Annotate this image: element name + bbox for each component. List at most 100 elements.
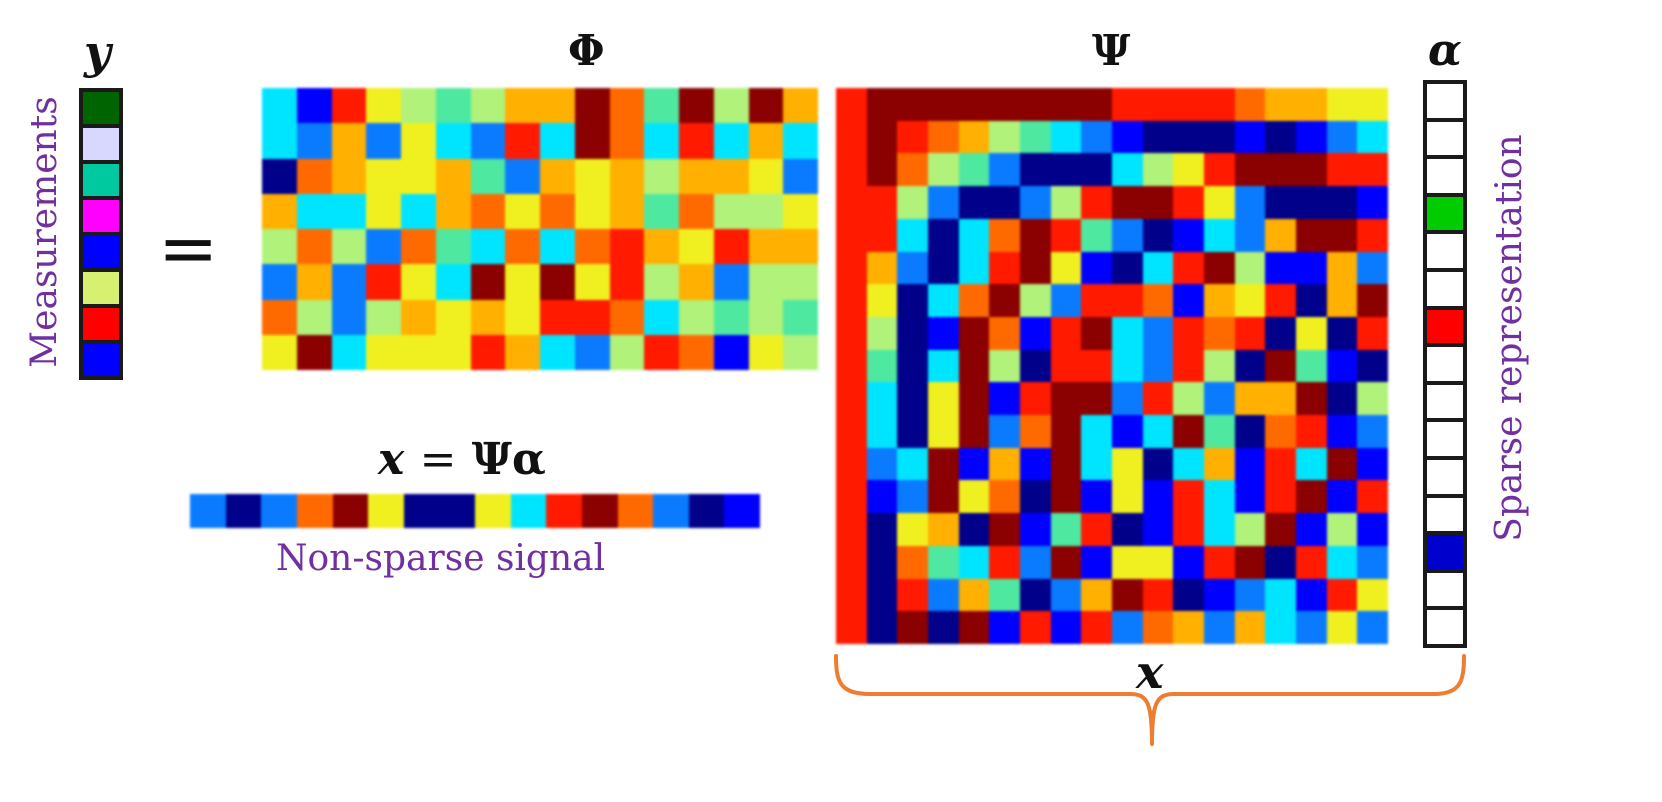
phi-matrix-cell bbox=[609, 229, 645, 265]
psi-matrix-cell bbox=[1019, 513, 1051, 546]
psi-matrix-cell bbox=[958, 349, 990, 383]
psi-matrix-cell bbox=[1265, 545, 1296, 579]
psi-symbol: Ψ bbox=[1092, 26, 1131, 75]
psi-matrix-cell bbox=[989, 153, 1020, 187]
phi-matrix-cell bbox=[679, 229, 714, 265]
signal-cell bbox=[368, 494, 404, 528]
psi-matrix-cell bbox=[1295, 88, 1327, 121]
psi-matrix-cell bbox=[1050, 120, 1082, 154]
phi-matrix-cell bbox=[470, 334, 506, 370]
phi-matrix-cell bbox=[505, 229, 540, 265]
alpha-vector-entry bbox=[1427, 121, 1463, 156]
psi-matrix-cell bbox=[1265, 88, 1296, 121]
psi-matrix-cell bbox=[1203, 415, 1235, 448]
psi-matrix-cell bbox=[927, 545, 959, 579]
psi-matrix-cell bbox=[1050, 251, 1082, 285]
psi-matrix-cell bbox=[866, 251, 898, 285]
psi-matrix-cell bbox=[1203, 186, 1235, 219]
psi-matrix-cell bbox=[897, 513, 928, 546]
psi-matrix-cell bbox=[1203, 480, 1235, 514]
phi-matrix-cell bbox=[574, 229, 610, 265]
psi-matrix-cell bbox=[1081, 284, 1112, 317]
psi-matrix-cell bbox=[1295, 415, 1327, 448]
psi-matrix-cell bbox=[1019, 316, 1051, 350]
psi-matrix-cell bbox=[1111, 186, 1143, 219]
psi-matrix-cell bbox=[1173, 513, 1204, 546]
psi-matrix-cell bbox=[1203, 153, 1235, 187]
psi-matrix-cell bbox=[1173, 545, 1204, 579]
psi-matrix-cell bbox=[897, 120, 928, 154]
psi-matrix-cell bbox=[1357, 415, 1388, 448]
phi-matrix-cell bbox=[540, 229, 575, 265]
psi-matrix-cell bbox=[1357, 545, 1388, 579]
phi-matrix-cell bbox=[435, 88, 471, 124]
phi-matrix-cell bbox=[540, 193, 575, 229]
psi-matrix-cell bbox=[866, 578, 898, 612]
psi-matrix-cell bbox=[1234, 611, 1266, 644]
alpha-vector-entry bbox=[1427, 422, 1463, 456]
psi-matrix-cell bbox=[989, 88, 1020, 121]
psi-matrix-cell bbox=[836, 611, 867, 644]
phi-matrix-cell bbox=[748, 334, 784, 370]
psi-matrix-cell bbox=[1050, 284, 1082, 317]
psi-matrix-cell bbox=[1234, 545, 1266, 579]
y-symbol: y bbox=[84, 25, 111, 79]
phi-matrix-cell bbox=[262, 158, 297, 194]
phi-matrix-cell bbox=[574, 299, 610, 335]
psi-matrix-cell bbox=[958, 120, 990, 154]
psi-matrix-cell bbox=[836, 545, 867, 579]
psi-matrix-cell bbox=[866, 218, 898, 252]
psi-matrix-cell bbox=[1326, 447, 1358, 481]
phi-matrix-cell bbox=[262, 264, 297, 300]
phi-matrix-cell bbox=[748, 123, 784, 159]
psi-matrix-cell bbox=[1050, 447, 1082, 481]
psi-matrix-cell bbox=[1234, 578, 1266, 612]
signal-equation: x = Ψα bbox=[378, 432, 546, 488]
psi-matrix-cell bbox=[989, 578, 1020, 612]
psi-matrix-cell bbox=[897, 349, 928, 383]
psi-matrix-cell bbox=[1111, 120, 1143, 154]
phi-matrix-cell bbox=[713, 88, 749, 124]
psi-matrix-cell bbox=[1019, 349, 1051, 383]
psi-matrix-cell bbox=[866, 186, 898, 219]
psi-matrix-cell bbox=[1173, 186, 1204, 219]
psi-matrix-cell bbox=[1203, 316, 1235, 350]
psi-matrix-cell bbox=[1173, 578, 1204, 612]
psi-matrix-cell bbox=[1173, 153, 1204, 187]
psi-matrix-cell bbox=[1081, 316, 1112, 350]
phi-matrix-cell bbox=[331, 229, 367, 265]
phi-matrix-cell bbox=[262, 299, 297, 335]
psi-matrix-cell bbox=[1142, 382, 1174, 416]
psi-matrix-cell bbox=[1019, 545, 1051, 579]
phi-matrix-cell bbox=[609, 193, 645, 229]
psi-matrix-cell bbox=[1295, 153, 1327, 187]
psi-matrix-cell bbox=[1019, 284, 1051, 317]
psi-matrix-cell bbox=[989, 284, 1020, 317]
psi-matrix-cell bbox=[1203, 545, 1235, 579]
psi-matrix-cell bbox=[1173, 349, 1204, 383]
psi-matrix-cell bbox=[1142, 120, 1174, 154]
psi-matrix-cell bbox=[1142, 349, 1174, 383]
psi-matrix-cell bbox=[1234, 186, 1266, 219]
psi-matrix-cell bbox=[958, 382, 990, 416]
psi-matrix-cell bbox=[1234, 88, 1266, 121]
phi-matrix-cell bbox=[679, 88, 714, 124]
psi-matrix-cell bbox=[1203, 218, 1235, 252]
psi-matrix-cell bbox=[1203, 120, 1235, 154]
psi-matrix-cell bbox=[1111, 153, 1143, 187]
psi-matrix-cell bbox=[866, 611, 898, 644]
psi-matrix-cell bbox=[1081, 186, 1112, 219]
psi-matrix-cell bbox=[1142, 447, 1174, 481]
phi-matrix-cell bbox=[331, 123, 367, 159]
psi-matrix-cell bbox=[1081, 251, 1112, 285]
psi-matrix-cell bbox=[836, 153, 867, 187]
psi-matrix-cell bbox=[1295, 218, 1327, 252]
psi-matrix-cell bbox=[1142, 513, 1174, 546]
psi-matrix-cell bbox=[989, 218, 1020, 252]
psi-matrix-cell bbox=[1173, 480, 1204, 514]
phi-matrix-cell bbox=[644, 334, 679, 370]
psi-matrix-cell bbox=[1234, 513, 1266, 546]
psi-matrix-cell bbox=[1234, 349, 1266, 383]
psi-matrix-cell bbox=[1234, 447, 1266, 481]
psi-matrix-cell bbox=[927, 349, 959, 383]
